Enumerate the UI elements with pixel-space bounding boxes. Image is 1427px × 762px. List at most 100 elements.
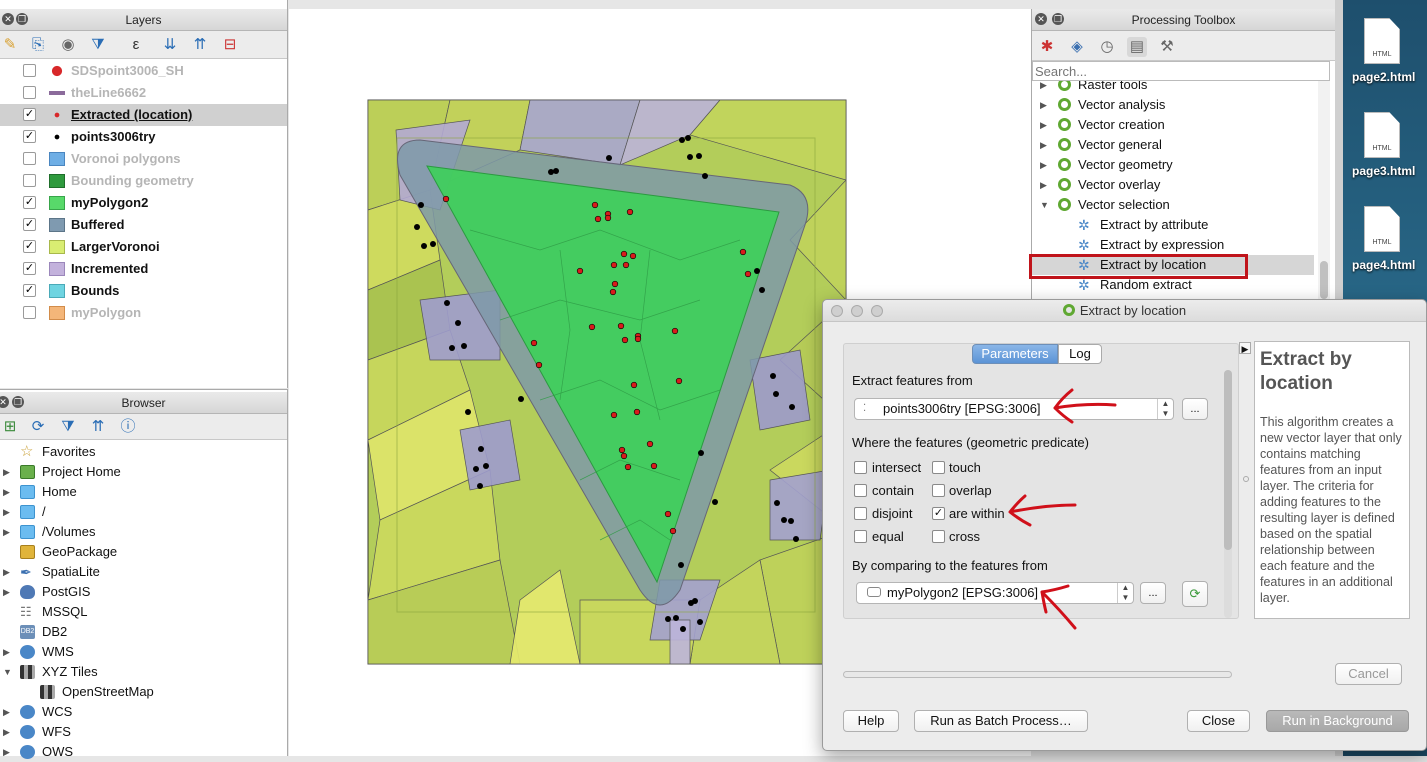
cross-checkbox[interactable] <box>932 530 945 543</box>
collapsed-arrow-icon[interactable]: ▶ <box>1040 120 1047 130</box>
collapsed-arrow-icon[interactable]: ▶ <box>3 507 10 517</box>
layer-row[interactable]: ✓ myPolygon2 <box>0 192 287 214</box>
float-icon[interactable]: ❐ <box>16 13 28 25</box>
close-button[interactable]: Close <box>1187 710 1250 732</box>
compare-browse-button[interactable]: ... <box>1140 582 1166 604</box>
toolbox-search-input[interactable] <box>1032 61 1330 81</box>
browser-item[interactable]: ☷ MSSQL <box>0 602 287 622</box>
browser-item[interactable]: ▶ /Volumes <box>0 522 287 542</box>
toolbox-group[interactable]: ▶ Vector creation <box>1032 115 1314 135</box>
collapsed-arrow-icon[interactable]: ▶ <box>3 727 10 737</box>
desktop-file[interactable]: HTML page4.html <box>1352 206 1415 272</box>
toolbox-scrollbar-thumb[interactable] <box>1320 261 1328 299</box>
contain-checkbox[interactable] <box>854 484 867 497</box>
collapsed-arrow-icon[interactable]: ▶ <box>3 707 10 717</box>
extract-from-select[interactable]: ⁚ points3006try [EPSG:3006] ▲ ▼ <box>854 398 1174 420</box>
layer-row[interactable]: ✓ Bounds <box>0 280 287 302</box>
iterate-button[interactable]: ⟳ <box>1182 581 1208 607</box>
layer-visibility-checkbox[interactable] <box>23 306 36 319</box>
layer-visibility-checkbox[interactable]: ✓ <box>23 284 36 297</box>
layer-row[interactable]: theLine6662 <box>0 82 287 104</box>
browser-item[interactable]: ▶ Home <box>0 482 287 502</box>
help-button[interactable]: Help <box>843 710 899 732</box>
layer-row[interactable]: ✓ Extracted (location) <box>0 104 287 126</box>
close-icon[interactable]: ✕ <box>1035 13 1047 25</box>
browser-item[interactable]: ▶ OWS <box>0 742 287 762</box>
intersect-checkbox[interactable] <box>854 461 867 474</box>
browser-item[interactable]: ▶ WFS <box>0 722 287 742</box>
toolbox-algorithm[interactable]: ✲ Extract by expression <box>1032 235 1314 255</box>
collapse-help-icon[interactable]: ▶ <box>1239 342 1251 354</box>
cancel-button[interactable]: Cancel <box>1335 663 1402 685</box>
collapsed-arrow-icon[interactable]: ▶ <box>3 487 10 497</box>
browser-item[interactable]: ▶ ✒ SpatiaLite <box>0 562 287 582</box>
collapsed-arrow-icon[interactable]: ▶ <box>3 567 10 577</box>
filter-icon[interactable]: ⧩ <box>91 36 105 53</box>
toolbox-algorithm[interactable]: ✲ Extract by location <box>1032 255 1314 275</box>
expanded-arrow-icon[interactable]: ▼ <box>1040 200 1049 210</box>
expression-filter-icon[interactable]: ε <box>132 36 140 53</box>
toolbox-scrollbar[interactable] <box>1318 81 1330 300</box>
toolbox-algorithm[interactable]: ✲ Extract by attribute <box>1032 215 1314 235</box>
toolbox-group[interactable]: ▶ Vector geometry <box>1032 155 1314 175</box>
collapsed-arrow-icon[interactable]: ▶ <box>1040 100 1047 110</box>
touch-checkbox[interactable] <box>932 461 945 474</box>
browser-item[interactable]: ☆ Favorites <box>0 442 287 462</box>
collapsed-arrow-icon[interactable]: ▶ <box>3 467 10 477</box>
map-canvas[interactable] <box>289 9 1031 756</box>
layer-visibility-checkbox[interactable] <box>23 86 36 99</box>
toolbox-group[interactable]: ▶ Vector general <box>1032 135 1314 155</box>
overlap-checkbox[interactable] <box>932 484 945 497</box>
collapsed-arrow-icon[interactable]: ▶ <box>3 587 10 597</box>
layer-visibility-checkbox[interactable] <box>23 174 36 187</box>
browser-item[interactable]: DB2 DB2 <box>0 622 287 642</box>
layer-visibility-checkbox[interactable]: ✓ <box>23 262 36 275</box>
collapsed-arrow-icon[interactable]: ▶ <box>3 747 10 757</box>
collapsed-arrow-icon[interactable]: ▶ <box>1040 160 1047 170</box>
collapse-all-icon[interactable]: ⇈ <box>193 36 207 53</box>
layer-row[interactable]: Voronoi polygons <box>0 148 287 170</box>
splitter-handle[interactable] <box>1243 476 1249 482</box>
desktop-file[interactable]: HTML page2.html <box>1352 18 1415 84</box>
equal-checkbox[interactable] <box>854 530 867 543</box>
layer-visibility-checkbox[interactable]: ✓ <box>23 130 36 143</box>
parameters-scrollbar[interactable] <box>1224 370 1232 618</box>
float-icon[interactable]: ❐ <box>1052 13 1064 25</box>
collapsed-arrow-icon[interactable]: ▶ <box>3 647 10 657</box>
close-icon[interactable]: ✕ <box>2 13 14 25</box>
layer-row[interactable]: ✓ Buffered <box>0 214 287 236</box>
collapse-all-icon[interactable]: ⇈ <box>91 418 105 435</box>
info-icon[interactable]: ⓘ <box>120 418 136 435</box>
refresh-icon[interactable]: ⟳ <box>31 418 45 435</box>
models-icon[interactable]: ✱ <box>1040 38 1054 55</box>
browser-item[interactable]: OpenStreetMap <box>0 682 287 702</box>
browser-item[interactable]: ▶ WMS <box>0 642 287 662</box>
tab-log[interactable]: Log <box>1058 344 1102 364</box>
add-selected-icon[interactable]: ⊞ <box>3 418 17 435</box>
layer-row[interactable]: myPolygon <box>0 302 287 324</box>
collapsed-arrow-icon[interactable]: ▶ <box>1040 180 1047 190</box>
layer-visibility-checkbox[interactable]: ✓ <box>23 196 36 209</box>
minimize-window-button[interactable] <box>851 305 863 317</box>
layer-visibility-checkbox[interactable] <box>23 152 36 165</box>
eye-icon[interactable]: ◉ <box>61 36 75 53</box>
are-within-checkbox[interactable]: ✓ <box>932 507 945 520</box>
browser-item[interactable]: ▶ PostGIS <box>0 582 287 602</box>
layer-visibility-checkbox[interactable]: ✓ <box>23 218 36 231</box>
collapsed-arrow-icon[interactable]: ▶ <box>1040 81 1047 90</box>
toolbox-group[interactable]: ▶ Raster tools <box>1032 81 1314 95</box>
browser-item[interactable]: GeoPackage <box>0 542 287 562</box>
collapsed-arrow-icon[interactable]: ▶ <box>1040 140 1047 150</box>
toolbox-group[interactable]: ▶ Vector overlay <box>1032 175 1314 195</box>
close-window-button[interactable] <box>831 305 843 317</box>
toolbox-algorithm[interactable]: ✲ Random extract <box>1032 275 1314 295</box>
history-icon[interactable]: ◷ <box>1100 38 1114 55</box>
style-icon[interactable]: ✎ <box>3 36 17 53</box>
parameters-scrollbar-thumb[interactable] <box>1224 370 1232 550</box>
layer-row[interactable]: ✓ points3006try <box>0 126 287 148</box>
compare-select[interactable]: myPolygon2 [EPSG:3006] ▲ ▼ <box>856 582 1134 604</box>
close-icon[interactable]: ✕ <box>0 396 9 408</box>
layer-visibility-checkbox[interactable] <box>23 64 36 77</box>
options-icon[interactable]: ⚒ <box>1160 38 1174 55</box>
browser-item[interactable]: ▶ WCS <box>0 702 287 722</box>
